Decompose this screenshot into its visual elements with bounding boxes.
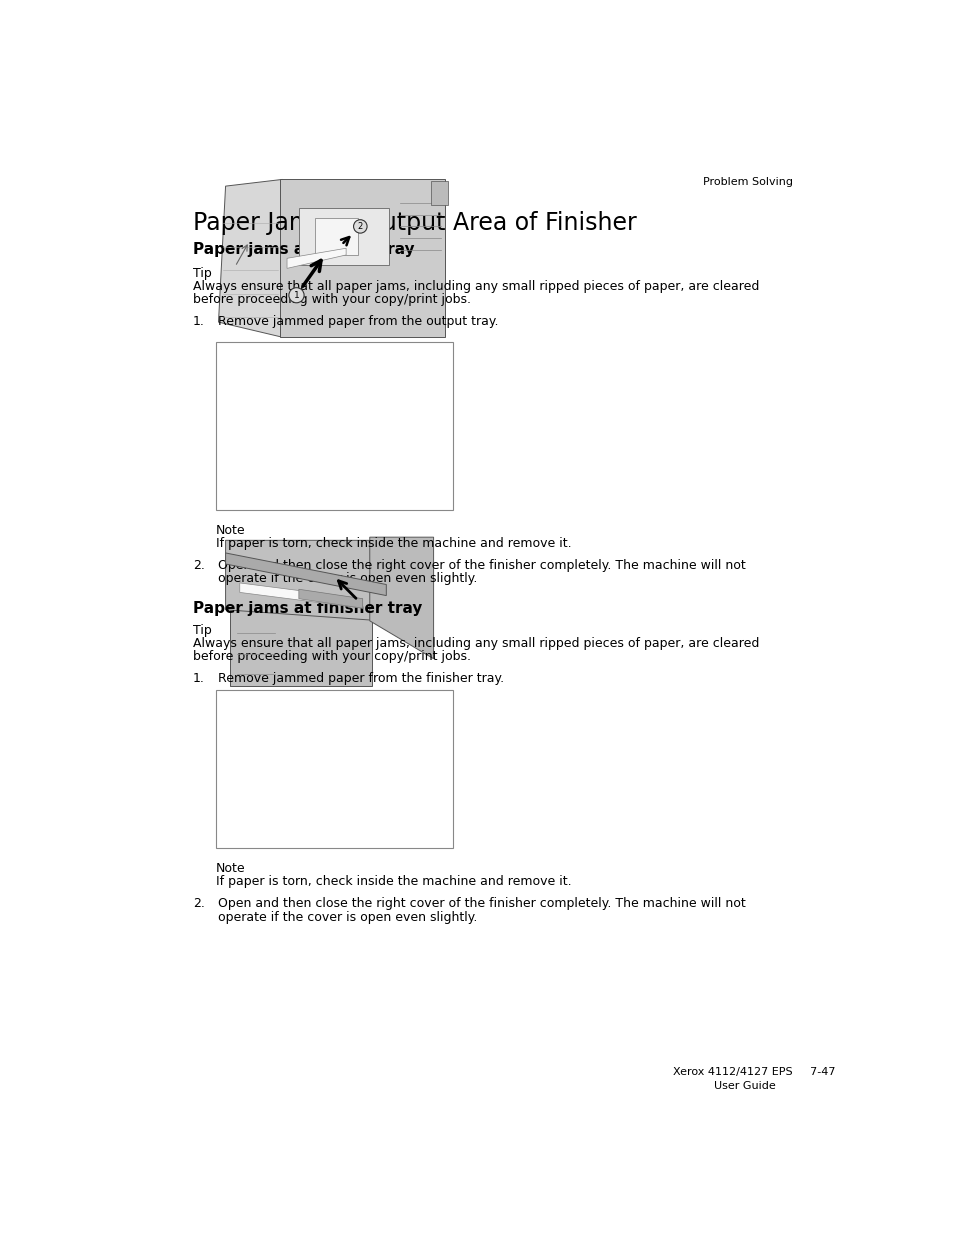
Text: before proceeding with your copy/print jobs.: before proceeding with your copy/print j… xyxy=(193,651,471,663)
Text: Remove jammed paper from the output tray.: Remove jammed paper from the output tray… xyxy=(217,315,497,327)
Circle shape xyxy=(354,220,367,233)
Text: Note: Note xyxy=(216,862,246,874)
Polygon shape xyxy=(287,248,346,268)
Text: before proceeding with your copy/print jobs.: before proceeding with your copy/print j… xyxy=(193,293,471,306)
Bar xyxy=(298,207,388,266)
Text: 2: 2 xyxy=(357,222,362,231)
Text: 2.: 2. xyxy=(193,559,205,572)
Bar xyxy=(230,610,372,685)
Polygon shape xyxy=(218,179,282,337)
Text: If paper is torn, check inside the machine and remove it.: If paper is torn, check inside the machi… xyxy=(216,537,571,550)
Text: User Guide: User Guide xyxy=(713,1081,775,1091)
Text: operate if the cover is open even slightly.: operate if the cover is open even slight… xyxy=(217,573,476,585)
Circle shape xyxy=(289,288,304,303)
Text: 1.: 1. xyxy=(193,315,205,327)
Bar xyxy=(431,182,447,205)
Bar xyxy=(315,219,357,254)
Text: Tip: Tip xyxy=(193,267,212,280)
Polygon shape xyxy=(370,537,433,658)
Text: Always ensure that all paper jams, including any small ripped pieces of paper, a: Always ensure that all paper jams, inclu… xyxy=(193,280,759,293)
Polygon shape xyxy=(225,553,386,595)
Text: operate if the cover is open even slightly.: operate if the cover is open even slight… xyxy=(217,910,476,924)
Text: Open and then close the right cover of the finisher completely. The machine will: Open and then close the right cover of t… xyxy=(217,559,744,572)
Text: 1.: 1. xyxy=(193,672,205,684)
Text: Paper Jams at Output Area of Finisher: Paper Jams at Output Area of Finisher xyxy=(193,211,636,236)
Text: Paper jams at finisher tray: Paper jams at finisher tray xyxy=(193,601,422,616)
Text: Xerox 4112/4127 EPS     7-47: Xerox 4112/4127 EPS 7-47 xyxy=(672,1067,834,1077)
Text: Tip: Tip xyxy=(193,624,212,637)
Polygon shape xyxy=(239,583,362,608)
Bar xyxy=(279,179,445,337)
Text: Always ensure that all paper jams, including any small ripped pieces of paper, a: Always ensure that all paper jams, inclu… xyxy=(193,637,759,650)
Text: Open and then close the right cover of the finisher completely. The machine will: Open and then close the right cover of t… xyxy=(217,898,744,910)
Bar xyxy=(216,690,452,848)
Text: Remove jammed paper from the finisher tray.: Remove jammed paper from the finisher tr… xyxy=(217,672,503,684)
Bar xyxy=(216,342,452,510)
Polygon shape xyxy=(225,541,424,621)
Text: If paper is torn, check inside the machine and remove it.: If paper is torn, check inside the machi… xyxy=(216,876,571,888)
Text: 2.: 2. xyxy=(193,898,205,910)
Text: Paper jams at output tray: Paper jams at output tray xyxy=(193,242,414,257)
Polygon shape xyxy=(298,589,362,608)
Text: Problem Solving: Problem Solving xyxy=(702,178,792,188)
Text: Note: Note xyxy=(216,524,246,537)
Text: 1: 1 xyxy=(294,290,299,300)
